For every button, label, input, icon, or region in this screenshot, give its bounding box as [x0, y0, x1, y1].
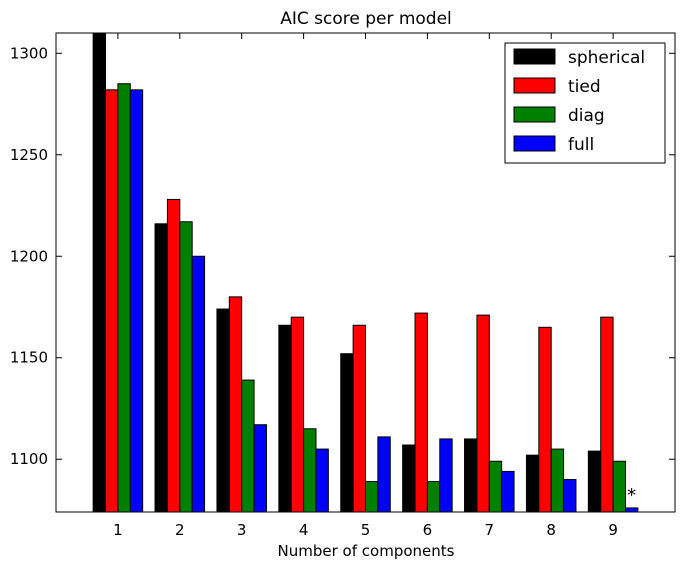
bar-full-1: [129, 89, 144, 513]
bar-tied-2: [166, 198, 181, 513]
legend-label-full: full: [568, 135, 594, 155]
bar-full-9: [624, 507, 639, 513]
bar-diag-5: [365, 481, 379, 513]
best-model-marker: *: [627, 485, 636, 506]
bar-diag-8: [550, 448, 565, 513]
bar-tied-1: [105, 89, 119, 513]
x-tick-label: 2: [175, 521, 185, 539]
bar-full-8: [563, 479, 577, 513]
x-axis-label: Number of components: [278, 542, 455, 560]
legend-swatch-spherical: [513, 48, 556, 65]
y-axis: 1100 1150 1200 1250 1300: [10, 44, 675, 468]
x-tick-label: 1: [113, 521, 123, 539]
bar-diag-1: [117, 83, 131, 513]
bar-full-2: [191, 255, 206, 513]
bar-diag-6: [426, 481, 441, 513]
bar-tied-8: [538, 326, 552, 513]
legend: spherical tied diag full: [504, 42, 666, 164]
y-tick-label: 1150: [10, 349, 48, 367]
bar-tied-4: [290, 316, 305, 513]
x-tick-label: 8: [546, 521, 556, 539]
y-tick-label: 1250: [10, 146, 48, 164]
bar-diag-3: [241, 379, 255, 513]
bar-spherical-3: [216, 308, 230, 513]
bar-tied-7: [476, 314, 490, 513]
chart-title: AIC score per model: [280, 9, 452, 29]
legend-label-tied: tied: [568, 77, 601, 97]
y-tick-label: 1100: [10, 450, 48, 468]
x-tick-label: 7: [485, 521, 495, 539]
bar-diag-7: [488, 460, 503, 513]
bar-diag-4: [303, 428, 317, 513]
legend-label-diag: diag: [568, 106, 605, 126]
legend-swatch-full: [513, 135, 556, 152]
bars-group: [92, 32, 639, 513]
bar-spherical-2: [154, 223, 168, 513]
bar-tied-3: [228, 296, 243, 513]
x-tick-label: 6: [423, 521, 433, 539]
bar-spherical-5: [340, 353, 354, 513]
bar-spherical-9: [587, 450, 602, 513]
bar-tied-9: [600, 316, 614, 513]
bar-full-7: [501, 470, 515, 513]
bar-spherical-6: [402, 444, 416, 513]
bar-diag-2: [179, 221, 193, 513]
bar-tied-6: [414, 312, 428, 513]
bar-spherical-7: [464, 438, 478, 513]
bar-spherical-8: [525, 454, 540, 513]
bar-full-4: [315, 448, 329, 513]
legend-swatch-diag: [513, 106, 556, 123]
legend-label-spherical: spherical: [568, 48, 645, 68]
x-tick-label: 4: [299, 521, 309, 539]
bar-full-3: [253, 424, 267, 513]
bar-full-6: [439, 438, 453, 513]
bar-tied-5: [352, 324, 366, 513]
legend-swatch-tied: [513, 77, 556, 94]
bar-diag-9: [612, 460, 626, 513]
bar-spherical-1: [92, 32, 107, 513]
x-tick-label: 5: [361, 521, 371, 539]
y-tick-label: 1200: [10, 247, 48, 265]
bar-spherical-4: [278, 324, 292, 513]
bar-full-5: [377, 436, 391, 513]
x-axis: 1 2 3 4 5 6 7 8 9: [113, 33, 618, 539]
y-tick-label: 1300: [10, 44, 48, 62]
x-tick-label: 3: [237, 521, 247, 539]
x-tick-label: 9: [608, 521, 618, 539]
